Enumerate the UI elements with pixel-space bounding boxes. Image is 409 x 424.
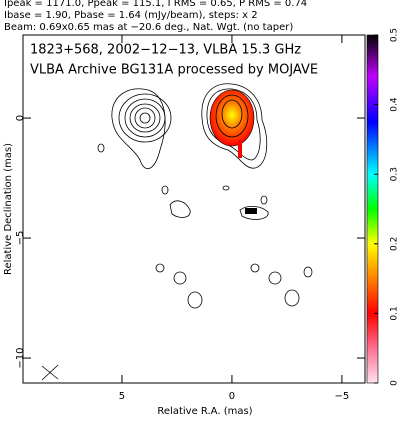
colorbar-tick-label: 0.5 — [390, 28, 400, 42]
plot-title: VLBA Archive BG131A processed by MOJAVE — [30, 63, 318, 78]
y-tick-label: −10 — [15, 347, 26, 368]
colorbar — [366, 34, 379, 384]
colorbar-tick-label: 0.4 — [390, 97, 400, 112]
colorbar-tick-label: 0 — [390, 380, 400, 386]
x-tick-label: −5 — [335, 391, 350, 402]
header-line: Ipeak = 1171.0, Ppeak = 115.1, I RMS = 0… — [4, 0, 307, 9]
plot-frame — [22, 34, 366, 384]
y-axis-label: Relative Declination (mas) — [3, 143, 14, 275]
y-tick-label: 0 — [15, 115, 26, 121]
header-line: Ibase = 1.90, Pbase = 1.64 (mJy/beam), s… — [4, 10, 258, 21]
x-tick-label: 0 — [229, 391, 235, 402]
header-line: Beam: 0.69x0.65 mas at −20.6 deg., Nat. … — [4, 22, 293, 33]
y-tick-label: −5 — [15, 231, 26, 246]
x-tick-label: 5 — [119, 391, 125, 402]
colorbar-tick-label: 0.2 — [390, 237, 400, 251]
colorbar-tick-label: 0.3 — [390, 167, 400, 181]
contours — [41, 83, 313, 381]
x-axis-label: Relative R.A. (mas) — [157, 406, 252, 417]
plot-title: 1823+568, 2002−12−13, VLBA 15.3 GHz — [30, 43, 301, 58]
colorbar-tick-label: 0.1 — [390, 306, 400, 320]
